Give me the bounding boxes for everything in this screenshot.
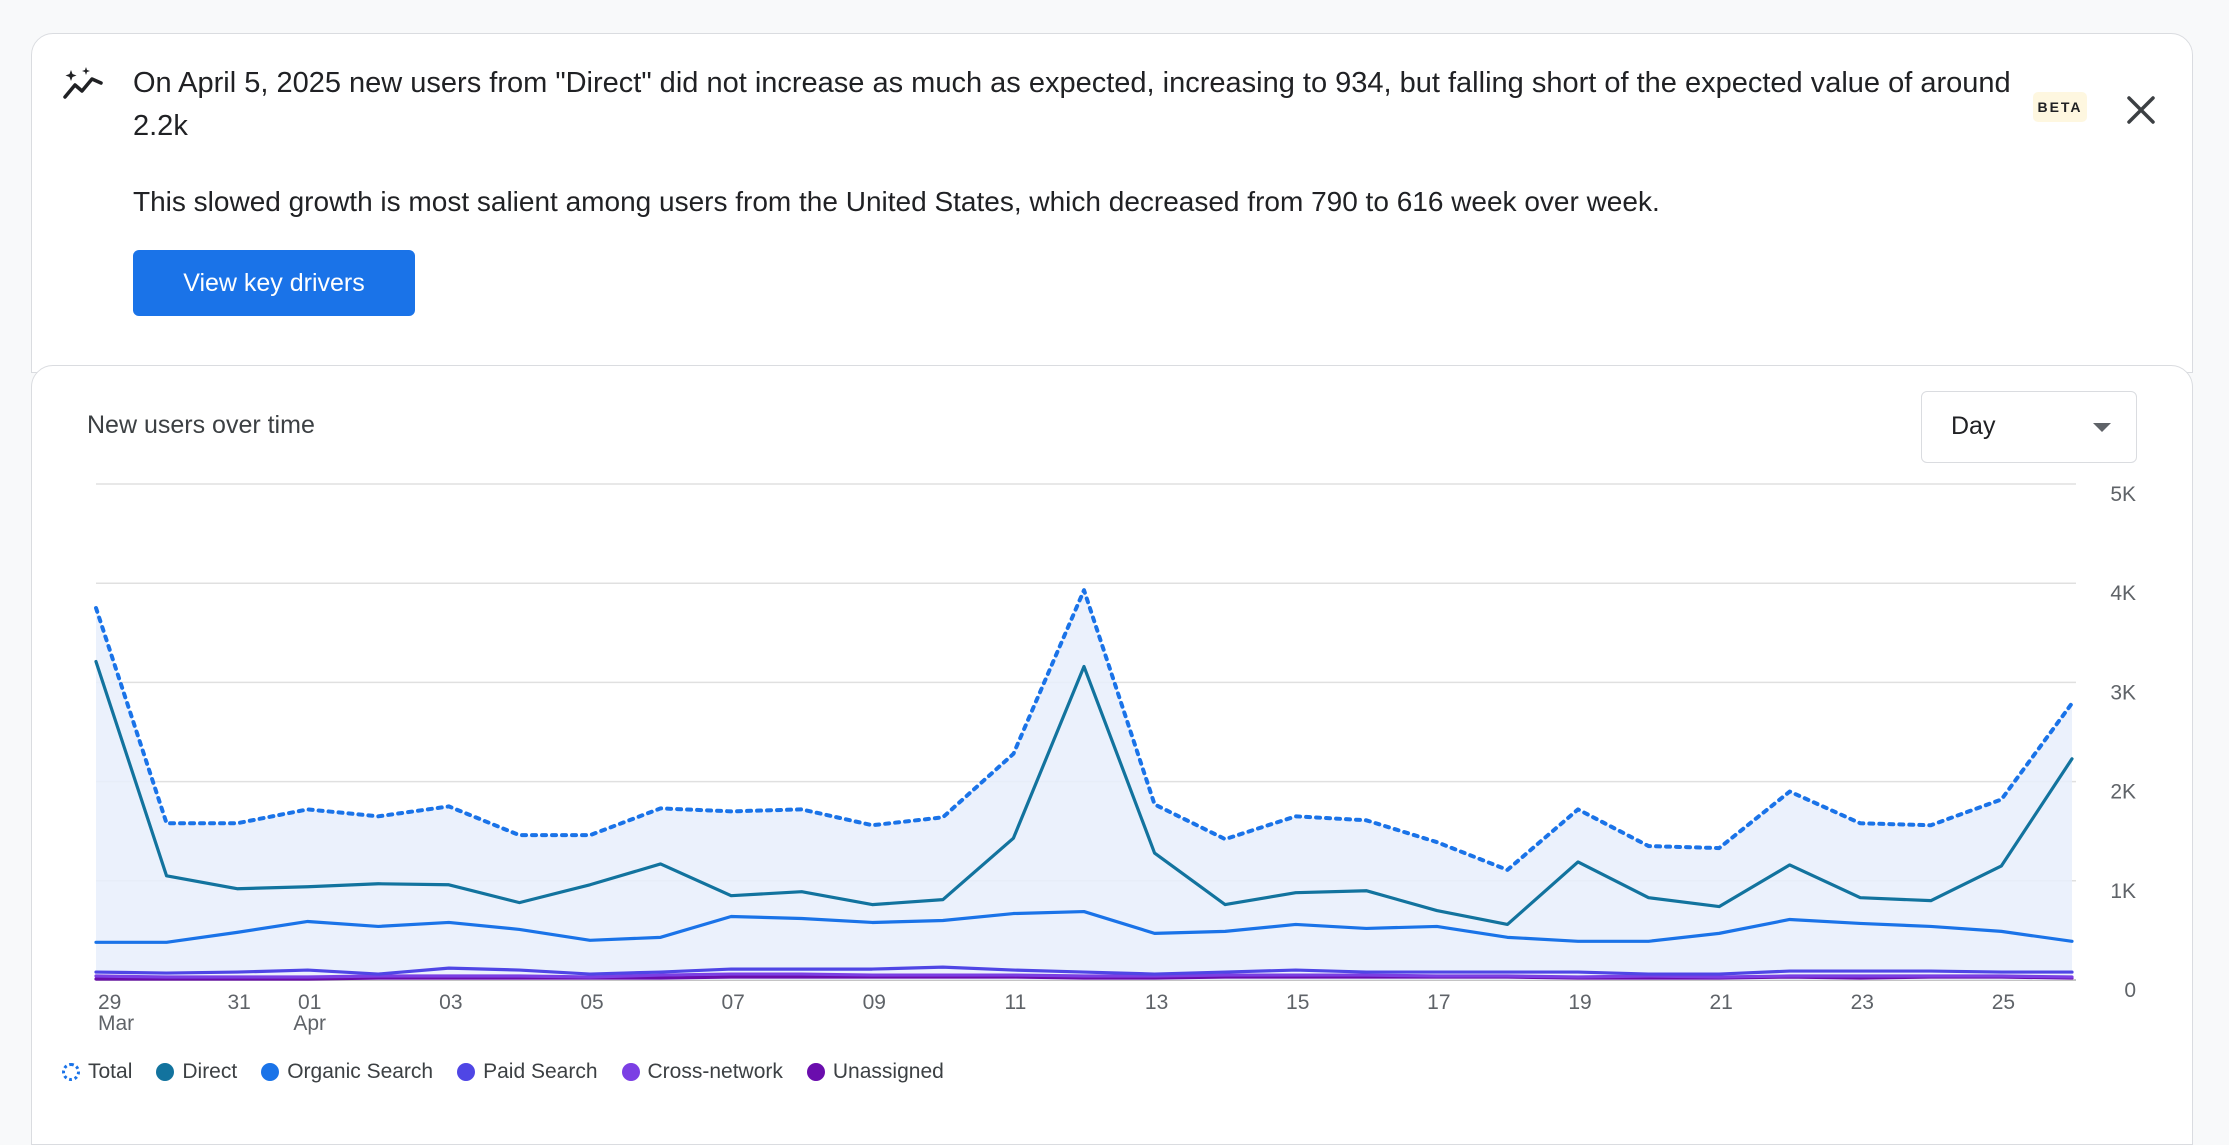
x-tick-label: 15 [1286, 991, 1309, 1014]
legend-label: Direct [182, 1060, 238, 1083]
x-tick-label: 11 [1005, 991, 1027, 1014]
series-line-organic-search [94, 909, 2074, 944]
legend-swatch-icon [806, 1063, 825, 1081]
series-line-cross-network [94, 972, 2074, 979]
series-line-direct [94, 659, 2074, 927]
insight-detail: This slowed growth is most salient among… [133, 186, 1660, 217]
y-tick-label: 5K [2110, 483, 2136, 506]
x-tick-label: 17 [1427, 991, 1450, 1014]
legend-label: Total [88, 1060, 133, 1083]
x-tick-label: 23 [1851, 991, 1874, 1014]
insight-headline: On April 5, 2025 new users from "Direct"… [133, 67, 2011, 142]
legend-label: Unassigned [832, 1060, 944, 1083]
legend-label: Organic Search [287, 1060, 434, 1083]
x-tick-label: 21 [1709, 991, 1732, 1014]
x-tick-label: 05 [580, 991, 603, 1014]
insight-card: On April 5, 2025 new users from "Direct"… [31, 33, 2193, 373]
x-tick-label: 03 [439, 991, 462, 1014]
legend-label: Paid Search [483, 1060, 598, 1083]
legend-swatch-icon [62, 1063, 80, 1081]
close-icon [2127, 96, 2155, 124]
legend-item-direct[interactable]: Direct [156, 1060, 237, 1084]
series-line-paid-search [94, 965, 2074, 976]
x-tick-label: 25 [1992, 991, 2015, 1014]
x-tick-label: 31 [227, 991, 250, 1014]
x-tick-label: 09 [863, 991, 886, 1014]
y-tick-label: 0 [2124, 979, 2136, 1002]
x-tick-label: 29 [98, 991, 121, 1014]
chart-title: New users over time [87, 411, 315, 439]
x-tick-label: 13 [1145, 991, 1168, 1014]
y-tick-label: 1K [2110, 880, 2136, 903]
legend-swatch-icon [621, 1063, 640, 1081]
legend-item-organic-search[interactable]: Organic Search [261, 1060, 433, 1084]
legend-item-cross-network[interactable]: Cross-network [621, 1060, 783, 1084]
close-button[interactable] [2120, 89, 2162, 131]
x-tick-label: 01 [298, 991, 321, 1014]
y-tick-label: 2K [2110, 781, 2136, 804]
beta-badge: BETA [2033, 92, 2087, 122]
total-area-fill [96, 590, 2072, 980]
y-tick-label: 3K [2110, 681, 2136, 704]
chart-legend: Total Direct Organic Search Paid Search Cros… [62, 1057, 944, 1087]
legend-swatch-icon [457, 1063, 476, 1081]
granularity-value: Day [1951, 412, 1996, 440]
legend-label: Cross-network [647, 1060, 783, 1083]
x-tick-sublabel: Mar [98, 1012, 134, 1035]
view-key-drivers-button[interactable]: View key drivers [133, 250, 415, 316]
legend-item-paid-search[interactable]: Paid Search [457, 1060, 598, 1084]
series-line-total [94, 588, 2074, 872]
y-tick-label: 4K [2110, 582, 2136, 605]
legend-item-unassigned[interactable]: Unassigned [806, 1060, 944, 1084]
chevron-down-icon [2093, 423, 2111, 432]
x-tick-label: 19 [1568, 991, 1591, 1014]
insights-sparkle-icon [63, 67, 103, 99]
x-tick-sublabel: Apr [293, 1012, 326, 1035]
granularity-select[interactable]: Day [1921, 391, 2137, 463]
x-tick-label: 07 [721, 991, 744, 1014]
legend-item-total[interactable]: Total [62, 1060, 132, 1084]
legend-swatch-icon [261, 1063, 280, 1081]
legend-swatch-icon [156, 1063, 175, 1081]
